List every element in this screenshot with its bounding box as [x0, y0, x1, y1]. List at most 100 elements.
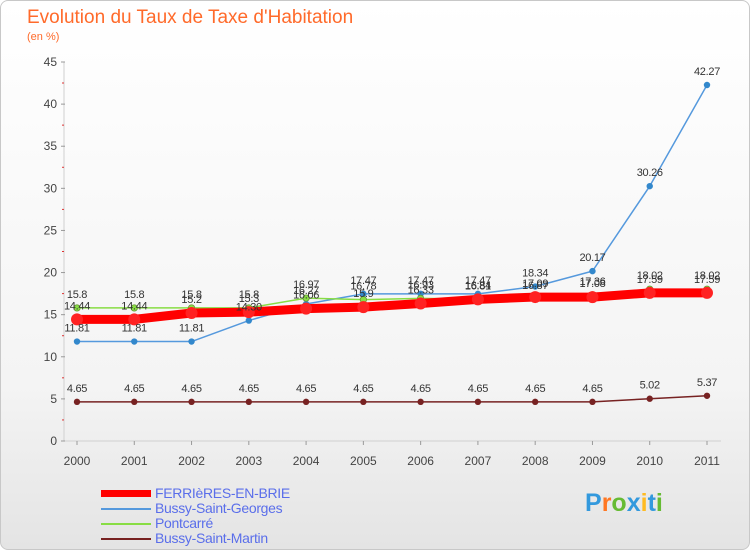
y-tick-label: 30 [44, 181, 58, 195]
legend-item: Pontcarré [101, 515, 361, 531]
x-tick-label: 2008 [522, 454, 549, 468]
data-label: 4.65 [411, 383, 431, 395]
data-point [417, 398, 424, 406]
legend-label: FERRIèRES-EN-BRIE [155, 485, 290, 501]
data-label: 5.37 [697, 377, 717, 389]
data-point [589, 267, 596, 275]
data-label: 17.59 [637, 274, 663, 286]
legend-swatch [101, 490, 151, 497]
logo-letter: r [601, 489, 612, 517]
proxiti-logo: Proxiti [585, 489, 663, 518]
data-label: 15.3 [239, 293, 259, 305]
data-point [73, 398, 81, 406]
data-label: 16.87 [522, 280, 548, 292]
data-label: 16.06 [293, 290, 319, 302]
data-point [302, 398, 310, 406]
data-point [245, 317, 253, 324]
x-tick-label: 2011 [694, 454, 720, 468]
data-point [360, 398, 367, 406]
data-label: 16.97 [293, 279, 319, 291]
legend-swatch [101, 523, 151, 525]
data-label: 4.65 [67, 383, 87, 395]
data-label: 4.65 [181, 383, 201, 395]
data-label: 17.08 [579, 278, 605, 290]
data-label: 11.81 [64, 323, 89, 335]
data-point [130, 304, 138, 312]
data-point [646, 182, 653, 190]
data-label: 20.17 [579, 252, 605, 264]
data-point [586, 291, 599, 304]
data-label: 42.27 [694, 66, 720, 78]
data-point [701, 286, 713, 299]
data-point [302, 294, 310, 302]
legend-swatch [101, 508, 151, 510]
legend-label: Bussy-Saint-Georges [155, 500, 283, 516]
chart-subtitle: (en %) [27, 31, 60, 43]
data-point [471, 293, 484, 306]
y-tick-label: 5 [50, 392, 57, 406]
data-label: 18.02 [637, 270, 663, 282]
logo-letter: i [640, 489, 648, 517]
data-point [71, 313, 83, 326]
legend: FERRIèRES-EN-BRIE Bussy-Saint-Georges Po… [101, 485, 361, 546]
data-label: 16.93 [408, 279, 434, 291]
data-point [188, 338, 195, 345]
data-label: 16.78 [350, 281, 376, 293]
series-line [72, 288, 712, 324]
data-label: 15.8 [124, 289, 144, 301]
x-tick-label: 2000 [64, 454, 91, 468]
data-label: 4.65 [239, 383, 259, 395]
data-point [529, 291, 542, 304]
x-tick-label: 2010 [636, 454, 663, 468]
x-tick-label: 2005 [350, 454, 377, 468]
data-point [703, 392, 711, 399]
legend-item: Bussy-Saint-Martin [101, 530, 361, 546]
logo-letter: i [655, 489, 663, 517]
x-tick-label: 2003 [235, 454, 262, 468]
data-label: 17.47 [350, 275, 376, 287]
y-tick-label: 10 [44, 350, 58, 364]
data-label: 17.36 [579, 276, 605, 288]
data-point [242, 306, 255, 319]
x-tick-label: 2002 [178, 454, 205, 468]
data-label: 17.47 [465, 275, 491, 287]
data-label: 14.30 [236, 302, 262, 314]
data-label: 15.8 [67, 289, 87, 301]
data-label: 15.8 [181, 289, 201, 301]
data-point [185, 306, 198, 319]
series-line [76, 84, 708, 343]
data-point [589, 398, 596, 406]
legend-item: Bussy-Saint-Georges [101, 500, 361, 516]
y-tick-label: 15 [44, 308, 58, 322]
data-label: 15.9 [353, 288, 373, 300]
data-point [73, 338, 81, 345]
data-label: 4.65 [525, 383, 545, 395]
data-point [531, 398, 539, 406]
data-label: 4.65 [296, 383, 316, 395]
data-label: 16.81 [465, 280, 491, 292]
data-point [646, 395, 653, 402]
data-point [703, 81, 711, 89]
data-point [360, 290, 367, 298]
data-label: 15.8 [239, 289, 259, 301]
data-label: 17.59 [694, 274, 720, 286]
data-label: 18.34 [522, 268, 548, 280]
data-label: 14.44 [121, 300, 147, 312]
y-tick-label: 0 [50, 434, 57, 448]
data-label: 15.2 [181, 294, 201, 306]
data-label: 11.81 [122, 323, 147, 335]
y-tick-label: 40 [44, 97, 58, 111]
data-point [414, 297, 427, 310]
x-tick-label: 2004 [293, 454, 320, 468]
data-label: 17.09 [522, 278, 548, 290]
data-point [643, 286, 656, 299]
legend-item: FERRIèRES-EN-BRIE [101, 485, 361, 501]
data-label: 11.81 [179, 323, 204, 335]
y-tick-label: 45 [44, 55, 58, 69]
logo-letter: o [611, 489, 627, 517]
y-tick-label: 25 [44, 223, 58, 237]
y-tick-label: 20 [44, 266, 58, 280]
data-point [245, 398, 253, 406]
